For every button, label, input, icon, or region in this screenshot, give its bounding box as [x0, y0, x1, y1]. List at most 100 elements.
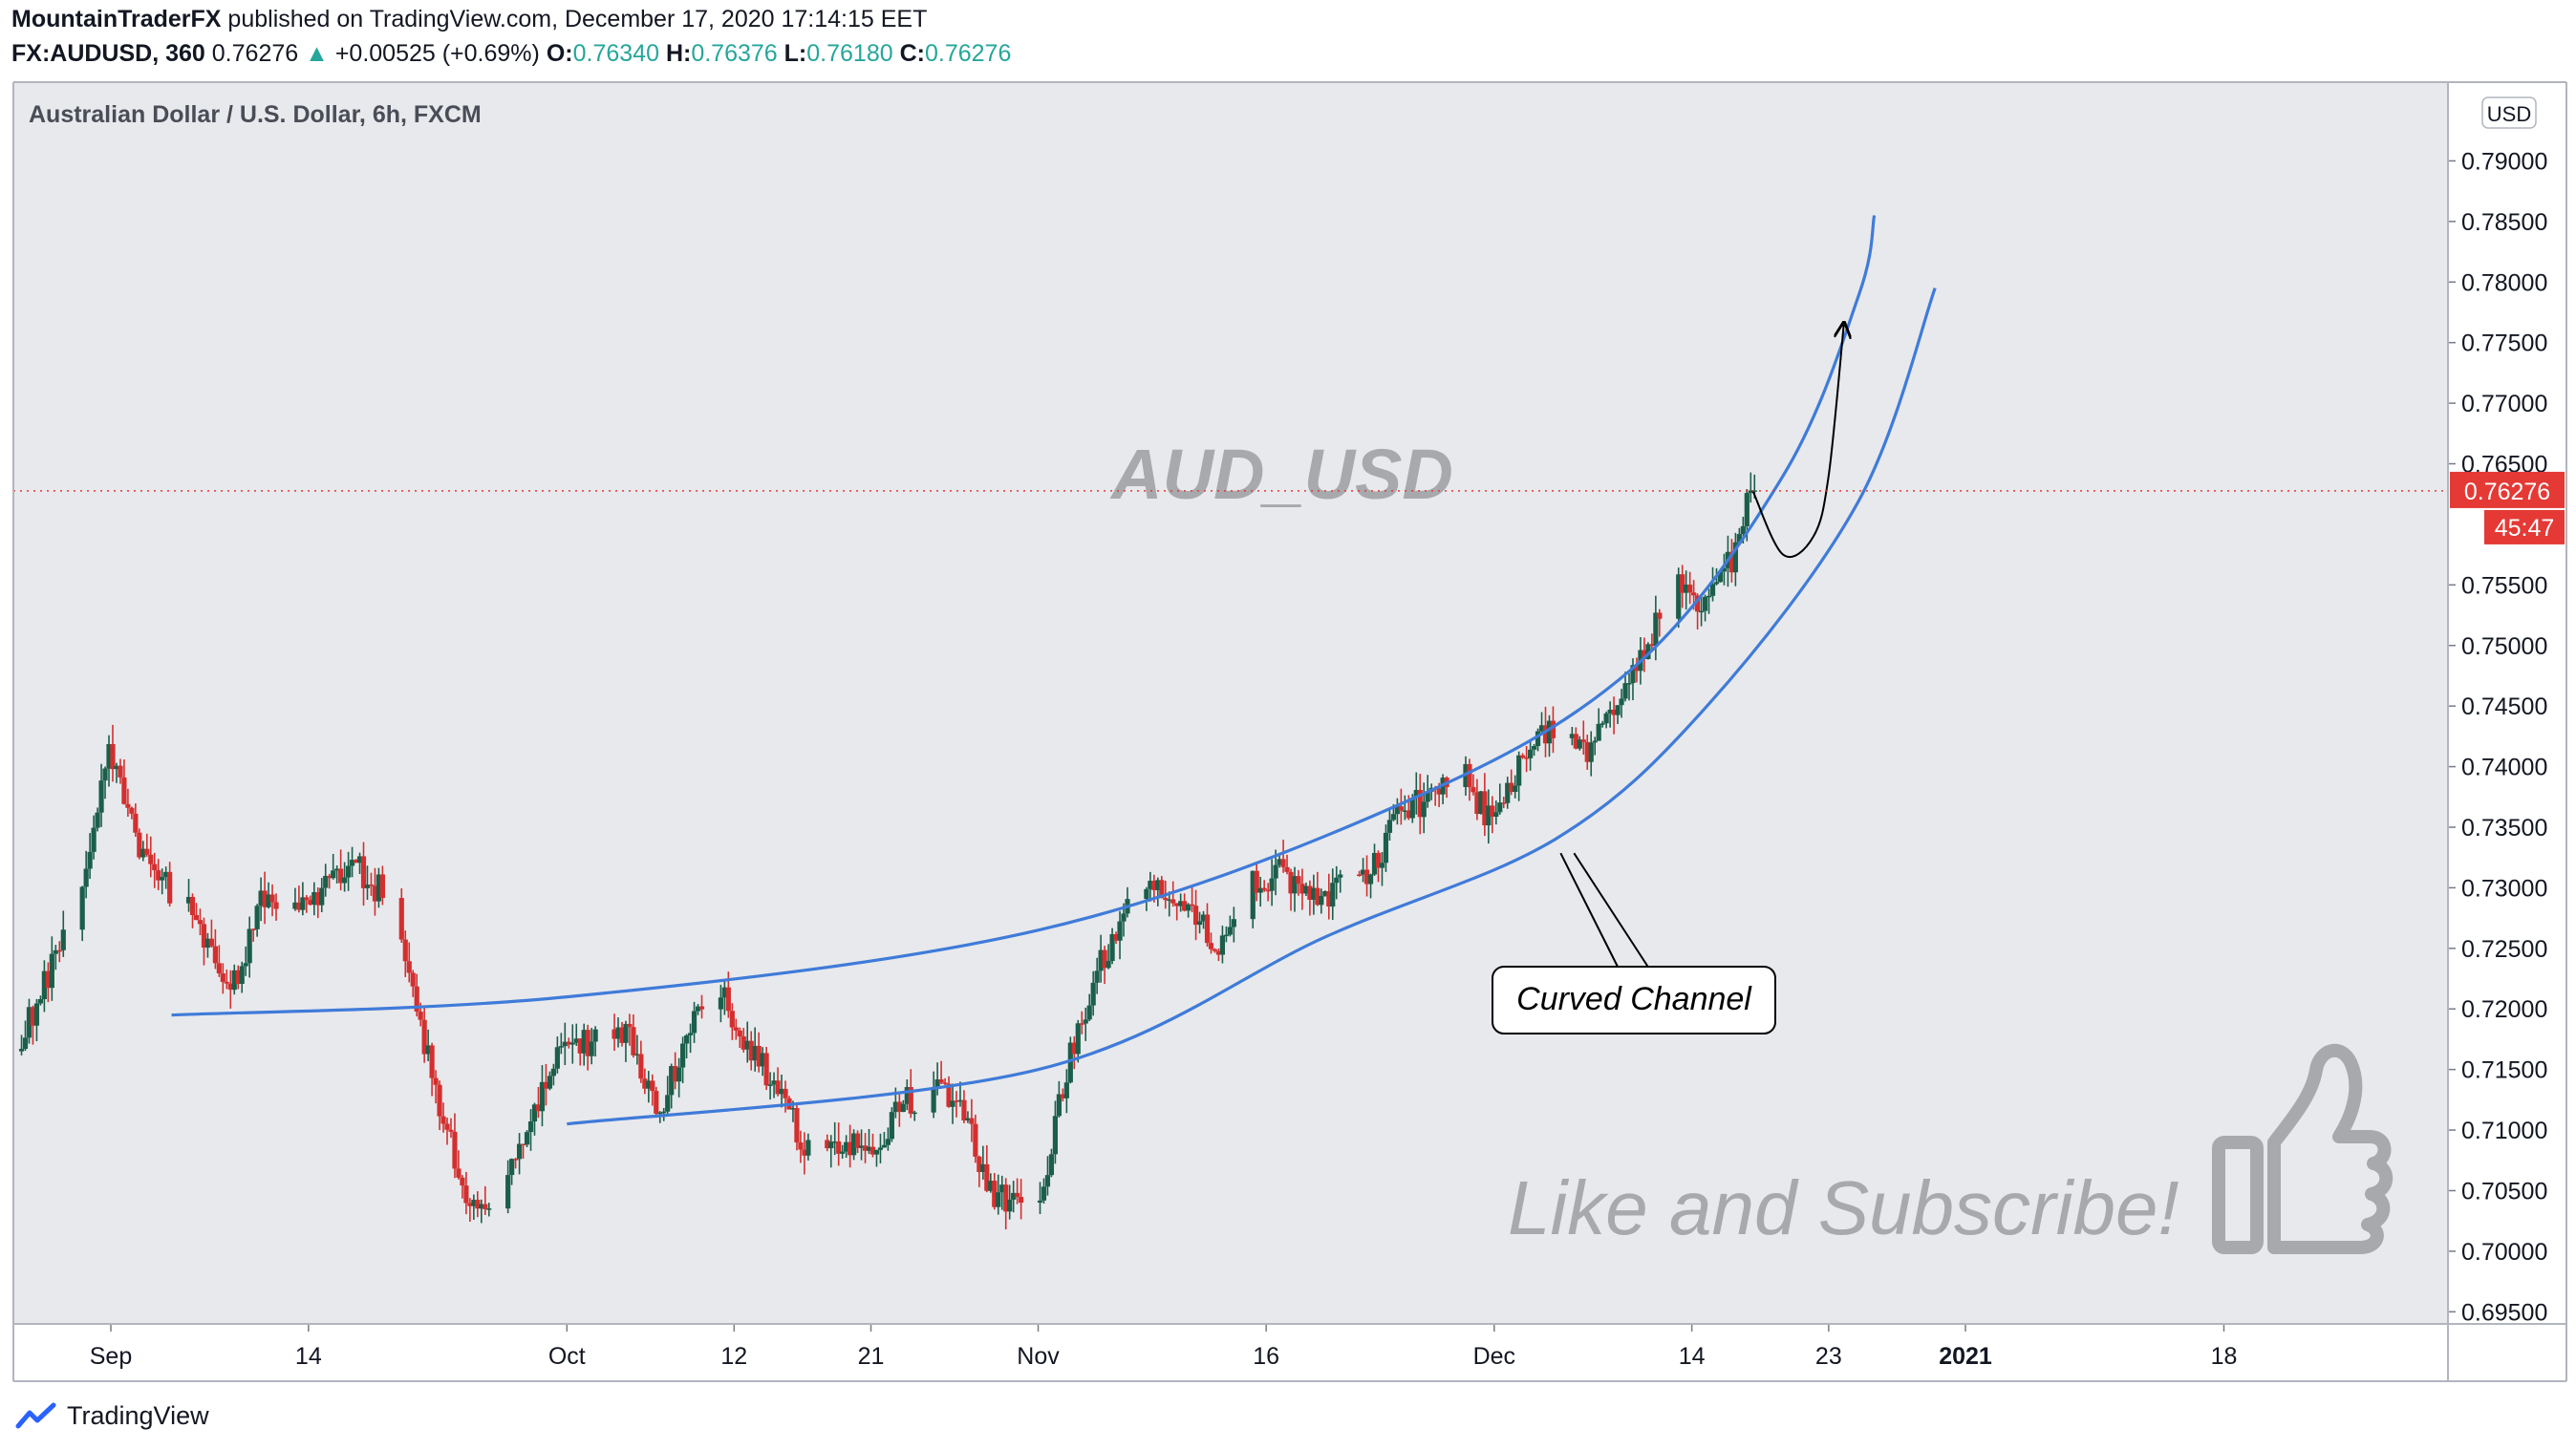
low-value: 0.76180: [806, 40, 893, 67]
currency-badge[interactable]: [2481, 96, 2537, 129]
candle-body: [779, 1088, 784, 1095]
candle-body: [775, 1080, 781, 1095]
candle-body: [698, 1006, 705, 1010]
time-scale[interactable]: [13, 1324, 2448, 1381]
candle-body: [904, 1087, 910, 1104]
x-tick-label: 14: [1679, 1343, 1706, 1370]
candle-body: [942, 1082, 948, 1084]
candle: [1732, 532, 1738, 586]
candle-body: [356, 856, 363, 864]
published-text: published on TradingView.com, December 1…: [227, 6, 928, 32]
candle: [437, 1080, 442, 1131]
candle: [1015, 1178, 1020, 1205]
candle: [1394, 798, 1400, 825]
y-tick-label: 0.70000: [2461, 1239, 2547, 1266]
candle-body: [999, 1184, 1005, 1193]
candle-body: [1307, 885, 1313, 900]
candle: [527, 1109, 534, 1151]
candle-body: [1269, 878, 1275, 891]
candle: [1167, 891, 1172, 917]
candle-body: [1588, 742, 1594, 762]
candle-body: [1736, 534, 1742, 543]
candle: [1626, 672, 1632, 701]
candle-body: [1751, 490, 1757, 492]
candle: [163, 866, 169, 889]
candle-body: [1371, 852, 1378, 875]
candle: [1592, 736, 1598, 756]
candle-body: [524, 1132, 530, 1145]
candle-body: [934, 1079, 940, 1088]
candle-body: [1208, 943, 1214, 949]
y-tick-label: 0.74500: [2461, 693, 2547, 720]
candle-body: [425, 1045, 431, 1055]
candle-body: [741, 1036, 746, 1050]
x-tick-label: 14: [295, 1343, 322, 1370]
candle-body: [398, 898, 404, 940]
candle: [1398, 788, 1404, 825]
last-price-badge[interactable]: [2450, 471, 2565, 508]
candle-body: [585, 1030, 590, 1056]
candle: [1319, 888, 1324, 914]
candle: [756, 1032, 762, 1073]
candle: [1611, 696, 1617, 735]
candle: [1357, 870, 1363, 877]
candle-body: [1056, 1094, 1062, 1117]
candle-body: [1379, 863, 1385, 868]
candle-body: [885, 1139, 891, 1145]
candle: [440, 1102, 446, 1133]
candle-body: [969, 1118, 975, 1124]
candle-body: [725, 987, 731, 1012]
projection-arrow[interactable]: [1751, 325, 1843, 558]
price-scale[interactable]: [2448, 82, 2566, 1324]
candle-body: [60, 929, 66, 950]
candle-body: [1151, 881, 1157, 890]
candle: [349, 846, 355, 878]
candle: [479, 1199, 484, 1224]
plot-area[interactable]: [13, 82, 2448, 1324]
change-up-icon: ▲: [305, 40, 329, 67]
currency-label: USD: [2487, 102, 2531, 126]
candle-body: [345, 865, 352, 878]
callout-box[interactable]: [1492, 966, 1776, 1034]
x-tick-label: Nov: [1017, 1343, 1060, 1370]
candle-body: [349, 860, 355, 866]
candle: [1322, 890, 1328, 897]
candle-body: [634, 1054, 640, 1056]
candle-body: [695, 1006, 701, 1012]
candle-body: [854, 1133, 861, 1148]
channel-upper-line[interactable]: [171, 215, 1877, 1017]
candle-body: [1402, 810, 1407, 812]
candle-body: [53, 949, 58, 954]
candle-body: [828, 1141, 834, 1149]
candle-body: [619, 1027, 625, 1043]
candle: [673, 1052, 678, 1090]
candle-body: [908, 1087, 913, 1114]
candle-body: [1117, 921, 1123, 941]
candle-body: [1527, 749, 1534, 758]
tradingview-logo-icon: [15, 1402, 56, 1429]
candle-body: [1227, 927, 1233, 935]
candle: [1709, 566, 1716, 602]
candle: [98, 763, 104, 827]
tradingview-brand[interactable]: TradingView: [15, 1397, 209, 1435]
candle-body: [37, 998, 44, 1004]
candle: [858, 1129, 865, 1161]
author-name[interactable]: MountainTraderFX: [11, 6, 222, 32]
candle-body: [665, 1095, 671, 1112]
candle: [737, 1027, 742, 1048]
candle: [486, 1203, 492, 1217]
candle: [406, 942, 412, 983]
candle-body: [1717, 571, 1724, 583]
candle-body: [657, 1112, 663, 1115]
candle-body: [771, 1080, 777, 1085]
candle: [1182, 893, 1188, 912]
candle: [650, 1074, 655, 1106]
candle: [581, 1023, 587, 1066]
candle-body: [1219, 935, 1226, 955]
candle-body: [615, 1027, 621, 1039]
channel-lower-line[interactable]: [567, 288, 1937, 1126]
candle-body: [106, 744, 112, 769]
publication-info: MountainTraderFX published on TradingVie…: [11, 6, 927, 33]
candle: [733, 1018, 739, 1040]
